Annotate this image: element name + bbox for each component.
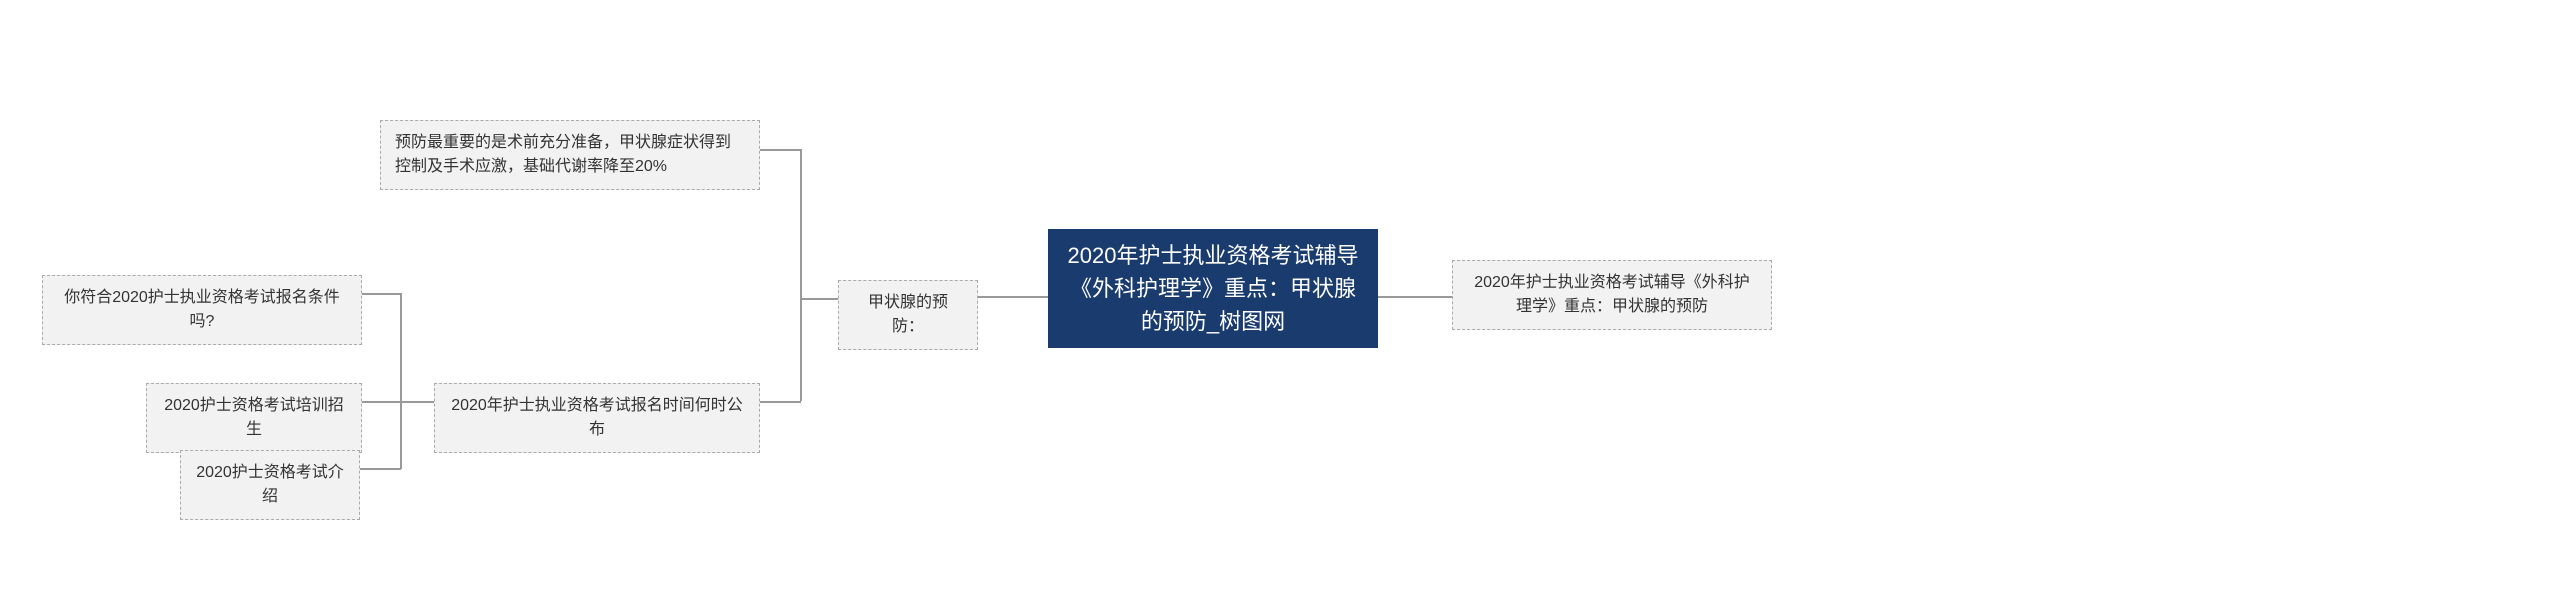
connector (760, 401, 801, 403)
connector (800, 149, 802, 401)
connector (362, 401, 400, 403)
connector (400, 401, 434, 403)
connector (978, 296, 1048, 298)
connector (800, 298, 838, 300)
connector (400, 293, 402, 469)
connector (1378, 296, 1452, 298)
node-eligibility: 你符合2020护士执业资格考试报名条件吗? (42, 275, 362, 345)
node-exam-intro: 2020护士资格考试介绍 (180, 450, 360, 520)
node-reg-time: 2020年护士执业资格考试报名时间何时公布 (434, 383, 760, 453)
node-prevention: 甲状腺的预防： (838, 280, 978, 350)
node-training: 2020护士资格考试培训招生 (146, 383, 362, 453)
connector (360, 468, 401, 470)
connector (362, 293, 400, 295)
node-preop-prep: 预防最重要的是术前充分准备，甲状腺症状得到控制及手术应激，基础代谢率降至20% (380, 120, 760, 190)
node-right-summary: 2020年护士执业资格考试辅导《外科护理学》重点：甲状腺的预防 (1452, 260, 1772, 330)
mindmap-root: 2020年护士执业资格考试辅导《外科护理学》重点：甲状腺的预防_树图网 (1048, 229, 1378, 348)
connector (760, 149, 800, 151)
